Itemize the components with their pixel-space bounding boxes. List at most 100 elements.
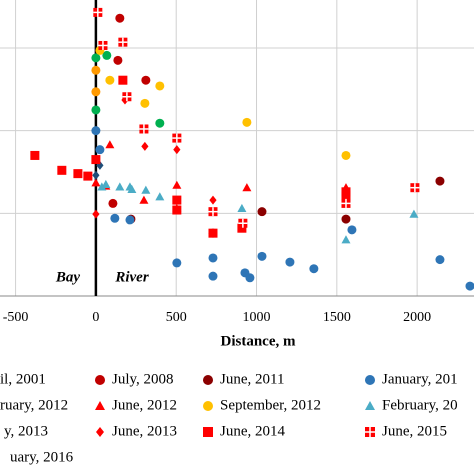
- point: [465, 281, 474, 291]
- legend-label: June, 2011: [220, 371, 284, 387]
- x-tick-label: 0: [92, 310, 99, 325]
- x-tick-label: 1000: [243, 310, 271, 325]
- point: [341, 187, 351, 197]
- legend-label: il, 2001: [0, 371, 46, 387]
- point: [172, 180, 182, 189]
- point: [30, 150, 40, 160]
- point: [108, 198, 118, 208]
- point: [172, 258, 182, 268]
- point: [118, 75, 128, 85]
- point: [409, 209, 419, 218]
- point: [341, 235, 351, 244]
- point: [102, 50, 112, 60]
- point: [309, 264, 319, 274]
- legend-marker: [365, 375, 375, 385]
- annotation: Bay: [55, 269, 81, 285]
- point: [93, 7, 103, 17]
- point: [105, 140, 115, 149]
- point: [155, 81, 165, 91]
- point: [257, 251, 267, 261]
- point: [172, 195, 182, 205]
- point: [91, 126, 101, 136]
- x-tick-label: 1500: [323, 310, 351, 325]
- legend-label: uary, 2016: [10, 449, 74, 465]
- legend-marker: [95, 401, 105, 410]
- point: [139, 195, 149, 204]
- point: [73, 169, 83, 179]
- legend-label: June, 2014: [220, 423, 285, 439]
- legend-label: January, 201: [382, 371, 458, 387]
- point: [238, 218, 248, 228]
- point: [209, 195, 217, 205]
- x-axis-label: Distance, m: [221, 333, 296, 349]
- point: [91, 65, 101, 75]
- point: [122, 92, 132, 102]
- point: [92, 209, 100, 219]
- legend-marker: [203, 427, 213, 437]
- legend-marker: [203, 401, 213, 411]
- point: [91, 87, 101, 97]
- point: [173, 145, 181, 155]
- point: [242, 117, 252, 127]
- legend-label: y, 2013: [4, 423, 48, 439]
- point: [91, 178, 101, 187]
- legend-label: June, 2012: [112, 397, 177, 413]
- point: [341, 198, 351, 208]
- point: [115, 13, 125, 23]
- point: [141, 185, 151, 194]
- point: [347, 225, 357, 235]
- point: [92, 170, 100, 180]
- point: [57, 165, 67, 175]
- x-tick-label: -500: [3, 310, 29, 325]
- point: [113, 55, 123, 65]
- point: [208, 228, 218, 238]
- point: [435, 255, 445, 265]
- point: [115, 182, 125, 191]
- legend-marker: [96, 427, 104, 437]
- x-tick-label: 2000: [403, 310, 431, 325]
- point: [237, 223, 247, 233]
- point: [83, 171, 93, 181]
- point: [155, 118, 165, 128]
- point: [91, 53, 101, 63]
- point: [118, 37, 128, 47]
- point: [97, 182, 107, 191]
- point: [245, 273, 255, 283]
- point: [172, 133, 182, 143]
- point: [125, 182, 135, 191]
- legend-label: June, 2015: [382, 423, 447, 439]
- point: [141, 75, 151, 85]
- point: [208, 207, 218, 217]
- point: [95, 145, 105, 155]
- point: [172, 205, 182, 215]
- legend-label: February, 20: [382, 397, 458, 413]
- legend-label: July, 2008: [112, 371, 174, 387]
- point: [140, 98, 150, 108]
- point: [98, 40, 108, 50]
- point: [341, 214, 351, 224]
- point: [139, 124, 149, 134]
- x-tick-label: 500: [166, 310, 187, 325]
- legend-marker: [203, 375, 213, 385]
- point: [208, 271, 218, 281]
- legend-marker: [365, 401, 375, 410]
- point: [208, 253, 218, 263]
- legend-marker: [365, 427, 375, 437]
- point: [91, 105, 101, 115]
- point: [242, 183, 252, 192]
- point: [237, 203, 247, 212]
- legend-marker: [95, 375, 105, 385]
- point: [125, 215, 135, 225]
- point: [155, 192, 165, 201]
- point: [435, 176, 445, 186]
- legend-label: September, 2012: [220, 397, 321, 413]
- point: [101, 179, 111, 188]
- point: [110, 213, 120, 223]
- point: [410, 183, 420, 193]
- point: [257, 207, 267, 217]
- point: [285, 257, 295, 267]
- point: [341, 150, 351, 160]
- legend-label: June, 2013: [112, 423, 177, 439]
- point: [91, 155, 101, 165]
